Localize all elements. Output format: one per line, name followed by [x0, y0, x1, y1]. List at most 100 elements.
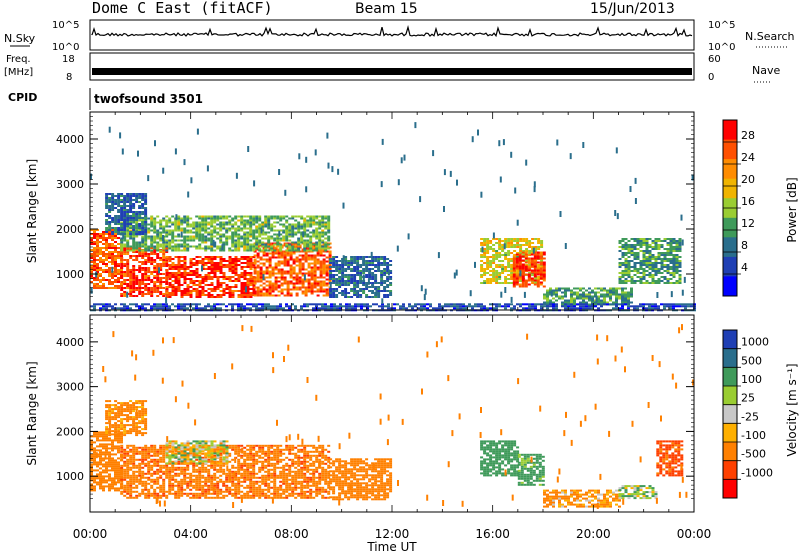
data-cell — [123, 307, 126, 310]
data-cell — [99, 487, 102, 490]
data-cell — [362, 260, 366, 262]
data-cell — [651, 282, 655, 284]
data-cell — [289, 274, 293, 277]
data-cell — [666, 272, 670, 274]
data-cell — [207, 258, 211, 260]
data-cell — [315, 249, 319, 252]
data-cell — [552, 307, 555, 310]
data-cell — [292, 284, 296, 287]
data-cell — [291, 225, 295, 228]
data-cell — [274, 264, 278, 267]
data-cell — [117, 227, 121, 229]
data-cell — [319, 254, 323, 257]
data-cell — [102, 469, 105, 472]
data-cell — [512, 267, 516, 270]
data-cell — [102, 489, 105, 492]
data-cell — [153, 251, 157, 253]
data-cell — [165, 274, 169, 276]
data-cell — [383, 288, 387, 290]
data-cell — [339, 303, 342, 306]
data-cell — [309, 231, 313, 234]
data-cell — [144, 261, 148, 263]
data-cell — [219, 233, 223, 236]
data-cell — [318, 241, 322, 244]
data-cell — [567, 299, 570, 302]
data-cell — [126, 227, 130, 230]
data-cell — [129, 229, 133, 232]
data-cell — [295, 276, 299, 279]
data-cell — [516, 240, 520, 242]
data-cell — [198, 237, 202, 240]
data-cell — [549, 303, 552, 306]
data-cell — [93, 251, 96, 253]
data-cell — [567, 287, 570, 290]
data-cell — [174, 245, 178, 248]
data-cell — [273, 229, 277, 232]
data-cell — [371, 276, 375, 278]
data-cell — [666, 266, 670, 268]
data-cell — [304, 256, 308, 259]
data-cell — [153, 217, 157, 220]
data-cell — [123, 295, 127, 297]
data-cell — [669, 250, 673, 252]
data-cell — [120, 237, 124, 240]
data-cell — [259, 268, 263, 271]
data-cell — [198, 215, 202, 218]
data-cell — [546, 291, 549, 294]
data-cell — [549, 293, 552, 296]
data-cell — [259, 280, 263, 283]
data-cell — [144, 203, 148, 205]
data-cell — [336, 307, 339, 310]
data-cell — [225, 235, 229, 238]
data-cell — [501, 272, 505, 274]
data-cell — [256, 294, 260, 297]
data-cell — [318, 221, 322, 224]
data-cell — [174, 249, 178, 252]
scatter-point — [564, 243, 567, 249]
data-cell — [228, 292, 232, 294]
data-cell — [542, 271, 546, 274]
data-cell — [280, 288, 284, 291]
data-cell — [507, 244, 511, 246]
data-cell — [108, 217, 112, 219]
data-cell — [318, 239, 322, 242]
data-cell — [489, 242, 493, 244]
data-cell — [332, 294, 336, 296]
data-cell — [310, 292, 314, 295]
data-cell — [522, 250, 526, 252]
data-cell — [265, 276, 269, 279]
data-cell — [213, 243, 217, 246]
data-cell — [126, 193, 130, 195]
data-cell — [129, 257, 133, 259]
data-cell — [256, 252, 260, 255]
data-cell — [316, 258, 320, 261]
scatter-point — [595, 295, 598, 302]
data-cell — [597, 291, 600, 294]
data-cell — [537, 303, 540, 306]
data-cell — [96, 237, 99, 239]
data-cell — [165, 219, 169, 222]
data-cell — [316, 252, 320, 255]
data-cell — [353, 282, 357, 284]
data-cell — [255, 247, 259, 250]
data-cell — [201, 262, 205, 264]
data-cell — [639, 280, 643, 282]
data-cell — [507, 282, 511, 284]
data-cell — [123, 239, 127, 242]
data-cell — [93, 441, 96, 444]
data-cell — [129, 245, 133, 248]
data-cell — [147, 217, 151, 220]
data-cell — [512, 257, 516, 260]
data-cell — [105, 233, 108, 235]
data-cell — [495, 256, 499, 258]
data-cell — [588, 299, 591, 302]
data-cell — [120, 211, 124, 213]
data-cell — [150, 253, 154, 255]
data-cell — [192, 235, 196, 238]
data-cell — [249, 296, 253, 298]
data-cell — [177, 288, 181, 290]
data-cell — [344, 280, 348, 282]
data-cell — [672, 268, 676, 270]
data-cell — [150, 219, 154, 222]
data-cell — [231, 262, 235, 264]
